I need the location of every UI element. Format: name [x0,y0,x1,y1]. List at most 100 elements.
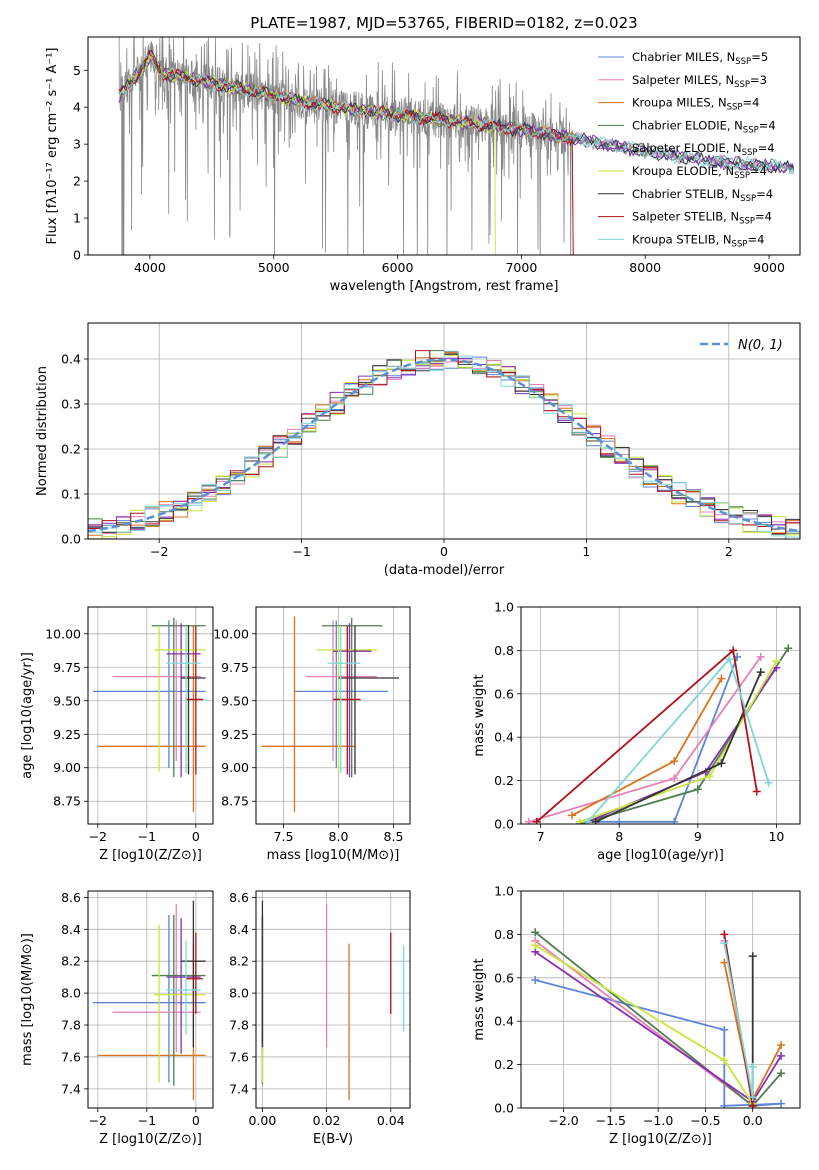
weight-vs-age-panel: 7 8 9 10 0.0 0.2 0.4 0.6 0.8 1.0 age [log10(age/yr… [472,600,801,863]
data-point-marker [575,817,584,824]
x-tick-label: −1.5 [596,1113,626,1128]
y-tick-label: 0.0 [61,532,81,547]
y-tick-label: 0.6 [494,970,514,985]
mass-weight-line [587,656,738,823]
legend-nssp-label: , N [727,118,743,132]
x-axis-label: E(B-V) [313,1132,353,1147]
y-tick-label: 1.0 [494,600,514,615]
model-spectrum-line [118,58,794,175]
data-point-marker [670,774,679,783]
residuals-panel: −2 −1 0 1 2 0.0 0.1 0.2 0.3 0.4 (data-model)/error… [35,322,801,578]
x-tick-label: 8 [615,829,623,844]
x-tick-label: 1 [582,544,590,559]
y-tick-label: 9.00 [53,760,81,775]
data-point-marker [670,757,679,766]
y-tick-label: 9.25 [221,727,249,742]
data-point-marker [752,787,761,796]
y-tick-label: 9.75 [53,660,81,675]
data-point-marker [531,941,540,950]
x-tick-label: 0.04 [377,1113,405,1128]
weight-vs-age-data [524,644,793,824]
y-tick-label: 0.8 [494,927,514,942]
y-tick-label: 9.25 [53,727,81,742]
legend-nssp-value: =4 [742,96,759,110]
mass-vs-z-data [92,900,206,1101]
y-tick-label: 0.3 [61,397,81,412]
x-tick-label: 9 [694,829,702,844]
y-tick-label: 10.00 [45,626,81,641]
x-tick-label: 8.5 [384,829,404,844]
y-tick-label: 0.2 [61,442,81,457]
x-axis-label: Z [log10(Z/Z⊙)] [99,1132,202,1147]
legend-nssp-label: , N [718,164,734,178]
legend-nssp-value: =4 [747,232,764,246]
age-vs-mass-data [261,616,399,812]
y-tick-label: 0.1 [61,487,81,502]
weight-vs-z-panel: −2.0 −1.5 −1.0 −0.5 0.0 0.0 0.2 0.4 0.6 0.8 1.0 Z [… [472,884,801,1147]
y-axis-label: age [log10(age/yr)] [20,652,35,779]
x-tick-label: 7.5 [274,829,294,844]
mass-vs-z-panel: −2 −1 0 7.4 7.6 7.8 8.0 8.2 8.4 8.6 Z [log10(Z/Z⊙)… [20,890,214,1147]
y-tick-label: 4 [73,100,81,115]
legend-label: Chabrier STELIB, NSSP=4 [632,187,773,204]
x-tick-label: 10 [768,829,784,844]
y-axis-label: Flux [fλ10⁻¹⁷ erg cm⁻² s⁻¹ A⁻¹] [45,48,60,245]
y-tick-label: 1.0 [494,884,514,899]
y-tick-label: 8.0 [61,986,81,1001]
legend-nssp-label: , N [719,50,735,64]
y-tick-label: 8.4 [61,922,81,937]
y-tick-label: 7.6 [61,1049,81,1064]
legend-label: Kroupa STELIB, NSSP=4 [632,232,764,249]
data-point-marker [531,928,540,937]
gaussian-legend-label: N(0, 1) [738,338,783,353]
data-point-marker [756,668,765,677]
legend-nssp-sub: SSP [743,125,759,135]
y-tick-label: 8.75 [53,794,81,809]
x-axis-label: age [log10(age/yr)] [597,848,724,863]
y-tick-label: 8.75 [221,794,249,809]
legend-model-name: Kroupa STELIB [632,232,716,246]
plot-frame [255,890,411,1109]
legend-nssp-value: =4 [750,164,767,178]
x-tick-label: −2 [150,544,168,559]
y-tick-label: 3 [73,137,81,152]
y-axis-label: mass weight [472,958,487,1040]
legend-nssp-label: , N [716,232,732,246]
data-point-marker [591,817,600,824]
y-tick-label: 0.2 [494,1057,514,1072]
data-point-marker [748,1062,757,1071]
x-tick-label: −0.5 [690,1113,720,1128]
legend-model-name: Kroupa ELODIE [632,164,718,178]
data-point-marker [748,952,757,961]
x-tick-label: 9000 [753,260,785,275]
legend-nssp-sub: SSP [739,217,755,227]
data-point-marker [777,1069,786,1078]
y-axis-label: mass [log10(M/M⊙)] [20,933,35,1066]
x-axis-label: wavelength [Angstrom, rest frame] [330,279,559,294]
legend-nssp-value: =4 [758,141,775,155]
legend-label: Chabrier ELODIE, NSSP=4 [632,118,776,135]
data-point-marker [693,785,702,794]
y-tick-label: 0.4 [494,1014,514,1029]
y-axis-label: mass weight [472,674,487,756]
age-vs-z-data [92,617,206,812]
legend-nssp-sub: SSP [727,103,743,113]
x-axis-label: (data-model)/error [384,563,505,578]
legend-label: Salpeter STELIB, NSSP=4 [632,210,772,227]
legend-label: Salpeter ELODIE, NSSP=4 [632,141,775,158]
legend-nssp-sub: SSP [732,239,748,249]
y-tick-label: 9.50 [53,693,81,708]
figure-title: PLATE=1987, MJD=53765, FIBERID=0182, z=0… [250,14,637,32]
spectrum-data [118,37,795,255]
data-point-marker [583,817,592,824]
y-tick-label: 0.0 [494,1101,514,1116]
y-tick-label: 0.4 [61,352,81,367]
plot-frame [255,606,411,825]
y-tick-label: 7.4 [229,1081,249,1096]
plot-frame [520,606,801,825]
plot-frame [87,36,801,256]
legend-nssp-label: , N [718,73,734,87]
observed-spectrum [118,37,794,255]
plot-frame [87,322,801,540]
